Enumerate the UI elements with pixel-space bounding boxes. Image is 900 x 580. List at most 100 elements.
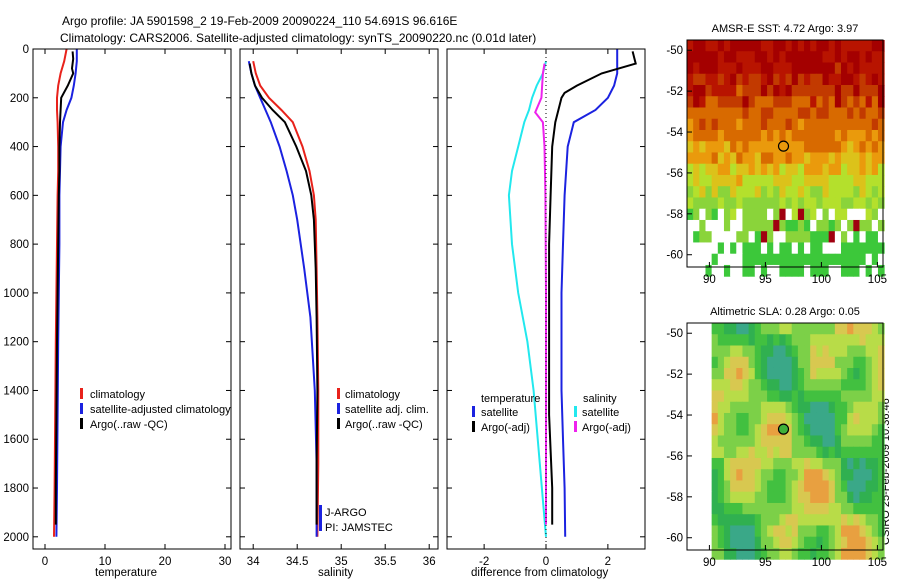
sla-cell <box>791 323 799 335</box>
sst-cell <box>828 174 836 187</box>
sla_map-ytick-label: -60 <box>666 533 683 545</box>
sla-cell <box>693 424 700 436</box>
sst-cell <box>810 73 817 86</box>
sla-cell <box>723 514 731 526</box>
sla-cell <box>804 491 811 504</box>
sst-cell <box>730 242 737 255</box>
sst-cell <box>847 96 854 108</box>
sst-cell <box>693 208 700 221</box>
sst-cell <box>877 186 885 198</box>
sla-cell <box>748 457 756 470</box>
sst-cell <box>785 231 793 243</box>
sla-cell <box>847 424 854 436</box>
pi-annotation: PI: JAMSTEC <box>325 522 393 534</box>
sst-cell <box>754 141 762 153</box>
salinity-xtick-label: 36 <box>423 556 436 568</box>
sst-cell <box>877 197 885 210</box>
sst-cell <box>748 186 756 198</box>
sla-cell <box>773 323 780 335</box>
sst-cell <box>804 118 811 131</box>
sla-cell <box>699 457 706 470</box>
sst-cell <box>699 96 706 108</box>
sst-cell <box>834 118 842 131</box>
sla-cell <box>797 525 805 538</box>
sla-cell <box>847 536 854 549</box>
sst-cell <box>822 73 830 86</box>
sst-cell <box>693 96 700 108</box>
sla-cell <box>816 446 824 459</box>
sla-cell <box>791 401 799 414</box>
sst-cell <box>810 219 817 232</box>
sla-cell <box>877 390 885 403</box>
sla-cell <box>742 390 750 403</box>
sst-cell <box>841 174 848 187</box>
sst-cell <box>779 231 787 243</box>
sst-cell <box>723 107 731 120</box>
sst-cell <box>760 197 768 210</box>
sla_map-xtick-label: 105 <box>868 557 887 569</box>
sla-cell <box>779 547 787 560</box>
sst-cell <box>748 163 756 176</box>
sst-cell <box>687 129 694 142</box>
sst-cell <box>699 107 706 120</box>
sla-cell <box>748 334 756 346</box>
sst-cell <box>847 129 854 142</box>
sla-cell <box>723 356 731 369</box>
sst-cell <box>693 118 700 131</box>
sst-cell <box>791 40 799 52</box>
sla-cell <box>797 480 805 493</box>
sla-cell <box>791 536 799 549</box>
sla-cell <box>822 334 830 346</box>
sst-cell <box>730 73 737 86</box>
sla-cell <box>773 514 780 526</box>
sla-cell <box>760 401 768 414</box>
sst-cell <box>859 141 867 153</box>
sst-cell <box>871 208 879 221</box>
sst-cell <box>736 219 743 232</box>
sst-cell <box>742 152 750 165</box>
legend-swatch <box>472 421 475 432</box>
sla-cell <box>711 457 719 470</box>
temperature-xtick-label: 0 <box>42 556 48 568</box>
sla-cell <box>693 514 700 526</box>
sst-cell <box>705 96 713 108</box>
sst-cell <box>841 163 848 176</box>
sla-cell <box>773 401 780 414</box>
sla-cell <box>859 457 867 470</box>
sla-cell <box>754 435 762 448</box>
sst-cell <box>791 242 799 255</box>
legend-label: climatology <box>90 389 146 401</box>
sla-cell <box>816 412 824 425</box>
sla-cell <box>742 334 750 346</box>
sla-cell <box>779 469 787 481</box>
sla-cell <box>705 345 713 358</box>
sst-cell <box>797 253 805 266</box>
sla-cell <box>785 323 793 335</box>
sla-cell <box>699 480 706 493</box>
sst-cell <box>877 242 885 255</box>
difference-xlabel: difference from climatology <box>471 567 608 579</box>
sla-cell <box>828 480 836 493</box>
sla-cell <box>705 457 713 470</box>
sla-cell <box>797 469 805 481</box>
sla-cell <box>841 514 848 526</box>
sst-cell <box>773 96 780 108</box>
sla-cell <box>791 469 799 481</box>
sla-cell <box>841 469 848 481</box>
sla-cell <box>687 446 694 459</box>
sst-cell <box>717 242 725 255</box>
sst-cell <box>748 152 756 165</box>
sst-cell <box>748 219 756 232</box>
sst-cell <box>871 73 879 86</box>
sla-cell <box>730 323 737 335</box>
sla-cell <box>853 525 860 538</box>
sst-cell <box>760 141 768 153</box>
sst-cell <box>816 186 824 198</box>
sst_map-title: AMSR-E SST: 4.72 Argo: 3.97 <box>712 23 859 35</box>
sst-cell <box>754 118 762 131</box>
sst-cell <box>742 174 750 187</box>
sst-cell <box>730 264 737 277</box>
sla-cell <box>773 424 780 436</box>
sst-cell <box>865 107 873 120</box>
sla-cell <box>859 401 867 414</box>
